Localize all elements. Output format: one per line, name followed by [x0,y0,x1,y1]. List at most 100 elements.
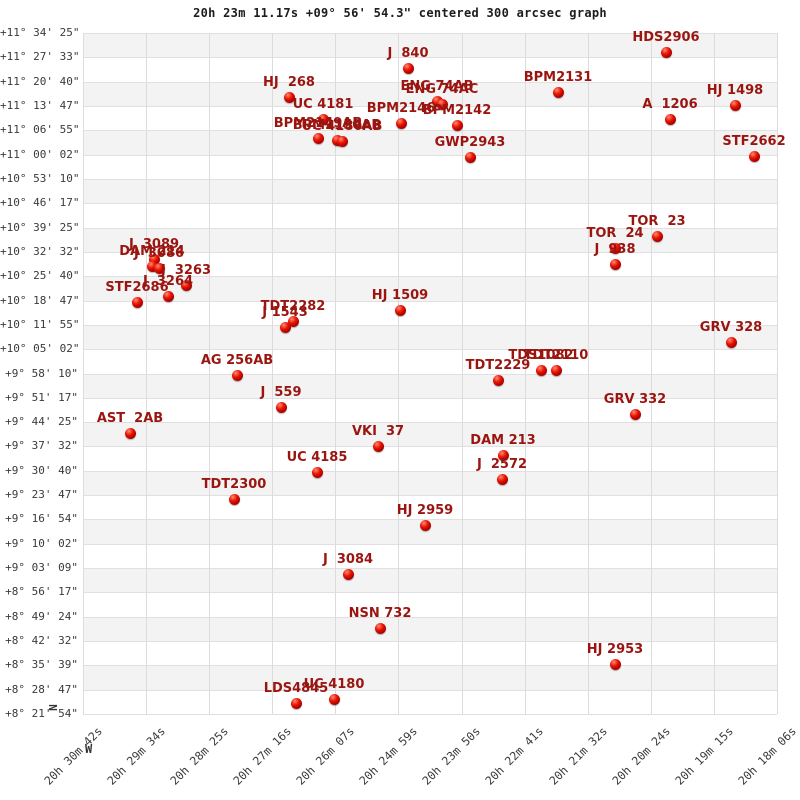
data-point-label: GRV 332 [603,392,667,407]
data-point-dot [131,296,143,308]
h-gridline [83,57,777,59]
v-gridline [272,33,274,714]
v-gridline [209,33,211,714]
data-point-label: UC 4185 [286,450,348,465]
data-point-dot [372,440,384,452]
h-gridline [83,470,777,472]
data-point-dot [146,260,158,272]
data-point-label: UC 4186AB [301,119,383,134]
y-tick-label: +10° 53' 10" [0,171,80,185]
y-tick-label: +9° 16' 54" [5,512,78,526]
data-point-label: AST 2AB [96,411,164,426]
grid-row-band [83,495,777,520]
y-tick-label: +8° 42' 32" [5,634,78,648]
data-point-label: TOR 24 [586,226,644,241]
data-point-dot [402,62,414,74]
v-gridline [83,33,84,714]
h-gridline [83,373,777,375]
h-gridline [83,227,777,229]
grid-row-band [83,616,777,642]
h-gridline [83,543,777,545]
grid-row-band [83,154,777,179]
data-point-label: UC 4181 [292,97,354,112]
data-point-label: NSN 732 [348,606,412,621]
data-point-label: J 3086 [133,246,185,261]
h-gridline [83,154,777,156]
v-gridline [524,33,526,714]
data-point-label: HJ 2959 [396,503,454,518]
x-tick-label: 20h 18m 06s [735,724,799,788]
data-point-label: J 3264 [142,274,194,289]
h-gridline [83,616,777,618]
v-gridline [587,33,589,714]
grid-row-band [83,689,777,714]
x-tick-label: 20h 22m 41s [482,724,547,788]
grid-row-band [83,446,777,471]
data-point-dot [395,117,407,129]
x-tick-label: 20h 26m 07s [293,724,358,788]
h-gridline [83,714,777,715]
y-tick-label: +8° 21' 54" [5,707,78,720]
x-tick-label: 20h 19m 15s [672,724,736,788]
y-tick-label: +9° 03' 09" [5,561,78,575]
x-tick-label: 20h 27m 16s [230,724,295,788]
data-point-dot [228,493,240,505]
v-gridline [146,33,148,714]
grid-row-band [83,470,777,496]
y-tick-label: +10° 46' 17" [0,196,80,210]
data-point-label: J 3084 [322,552,374,567]
data-point-label: VKI 37 [351,424,405,439]
h-gridline [83,397,777,399]
grid-row-band [83,300,777,325]
h-gridline [83,33,777,34]
grid-row-band [83,641,777,666]
data-point-dot [275,401,287,413]
data-point-dot [748,150,760,162]
grid-row-band [83,665,777,690]
y-tick-label: +11° 34' 25" [0,26,80,39]
data-point-dot [629,408,641,420]
y-tick-label: +10° 25' 40" [0,269,80,283]
y-tick-label: +11° 20' 40" [0,74,80,88]
chart-title: 20h 23m 11.17s +09° 56' 54.3" centered 3… [193,6,607,20]
h-gridline [83,495,777,497]
data-point-label: TDT2229 [465,358,531,373]
data-point-dot [317,113,329,125]
x-tick-label: 20h 21m 32s [545,724,610,788]
data-point-label: J 840 [387,46,429,61]
data-point-dot [180,279,192,291]
y-tick-label: +8° 56' 17" [5,585,78,599]
grid-row-band [83,105,777,131]
data-point-dot [312,132,324,144]
grid-row-band [83,57,777,82]
data-point-label: BPM2146 [366,101,436,116]
y-tick-label: +11° 06' 55" [0,123,80,137]
grid-row-band [83,568,777,593]
grid-row-band [83,203,777,228]
data-point-label: GWP2943 [434,135,506,150]
y-tick-label: +10° 39' 25" [0,220,80,234]
data-point-dot [609,258,621,270]
grid-row-band [83,397,777,423]
compass-west-label: W [85,742,93,756]
data-point-dot [550,364,562,376]
data-point-dot [464,151,476,163]
data-point-dot [609,242,621,254]
y-tick-label: +10° 18' 47" [0,293,80,307]
y-tick-label: +9° 30' 40" [5,463,78,477]
data-point-dot [451,119,463,131]
data-point-label: BPM2131 [523,70,593,85]
data-point-dot [660,46,672,58]
data-point-label: ENG 74AC [405,82,479,97]
data-point-dot [124,427,136,439]
h-gridline [83,446,777,448]
data-point-dot [609,658,621,670]
data-point-label: HDS2906 [632,30,700,45]
x-tick-label: 20h 30m 42s [41,724,105,788]
data-point-label: TDT2110 [523,348,589,363]
data-point-label: BPM2142 [422,103,492,118]
data-point-dot [725,336,737,348]
data-point-dot [535,364,547,376]
y-tick-label: +10° 05' 02" [0,342,80,356]
y-tick-label: +8° 28' 47" [5,682,78,696]
